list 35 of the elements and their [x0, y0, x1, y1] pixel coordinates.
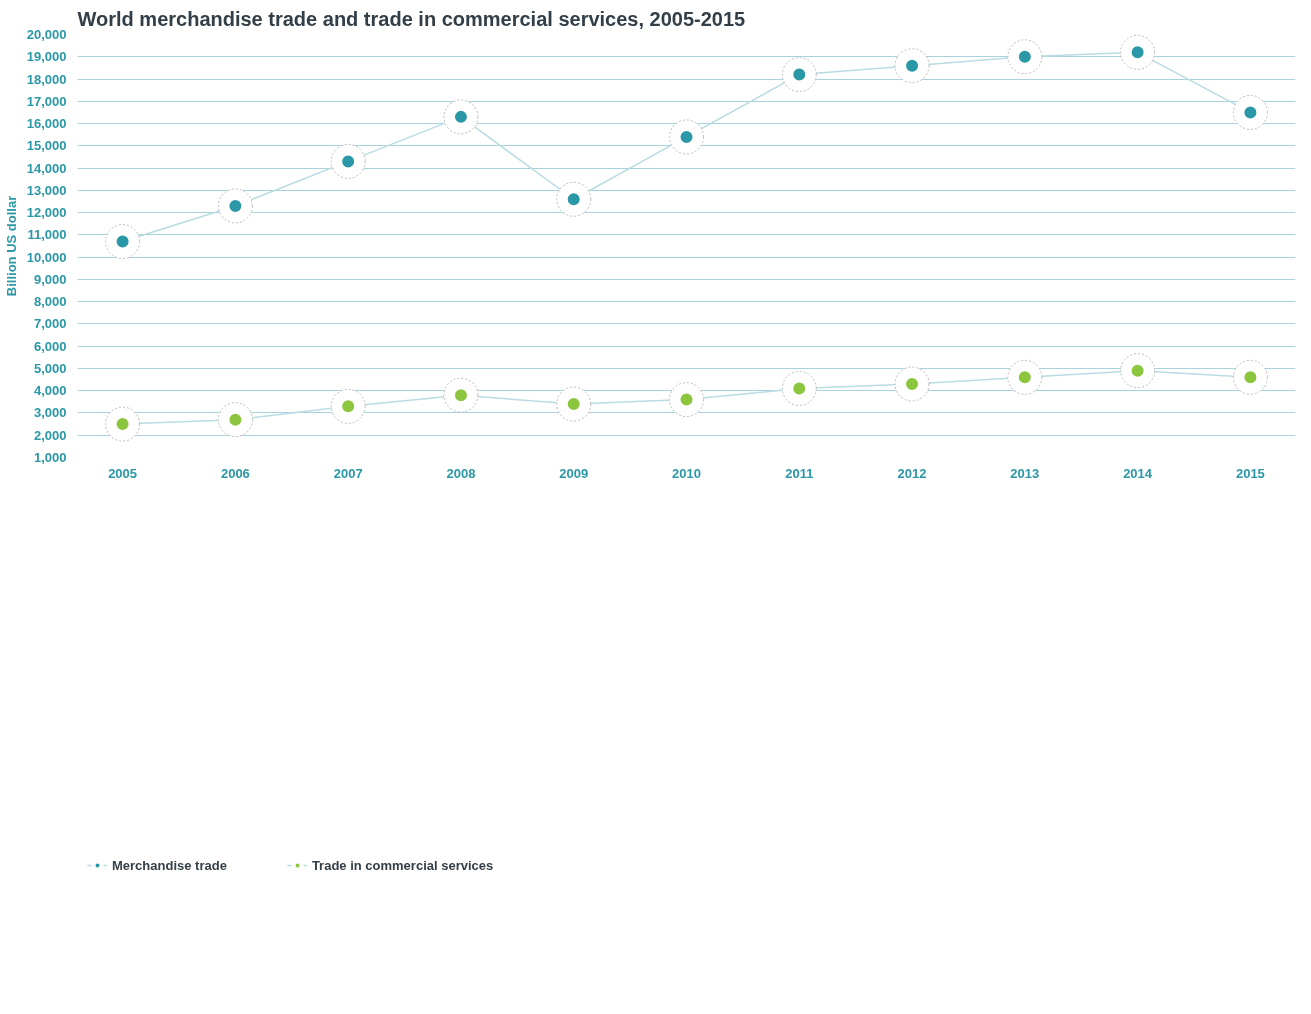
y-tick-label: 17,000	[26, 93, 67, 109]
y-tick-label: 10,000	[26, 249, 67, 265]
x-tick-label: 2009	[559, 465, 589, 481]
y-tick-label: 13,000	[26, 182, 67, 198]
y-tick-label: 20,000	[26, 27, 67, 42]
x-tick-label: 2010	[672, 465, 701, 481]
y-tick-label: 9,000	[33, 271, 67, 287]
y-tick-label: 11,000	[27, 227, 67, 243]
y-tick-label: 4,000	[33, 383, 67, 399]
x-tick-label: 2012	[897, 465, 927, 481]
legend-label: Trade in commercial services	[311, 857, 494, 873]
y-tick-label: 16,000	[26, 116, 67, 132]
legend-label: Merchandise trade	[112, 857, 227, 873]
x-tick-label: 2013	[1010, 465, 1040, 481]
y-tick-label: 1,000	[33, 450, 67, 465]
y-tick-label: 14,000	[26, 160, 67, 176]
y-tick-label: 12,000	[26, 205, 67, 221]
y-tick-label: 15,000	[26, 138, 67, 154]
y-tick-label: 3,000	[33, 405, 67, 421]
y-tick-label: 7,000	[33, 316, 67, 332]
y-tick-label: 6,000	[33, 338, 67, 354]
y-tick-label: 18,000	[26, 71, 67, 87]
y-axis-title: Billion US dollar	[3, 195, 19, 297]
x-tick-label: 2014	[1123, 465, 1153, 481]
x-tick-label: 2008	[446, 465, 476, 481]
y-tick-label: 19,000	[26, 49, 67, 65]
y-tick-label: 5,000	[33, 360, 67, 376]
x-tick-label: 2015	[1235, 465, 1265, 481]
x-tick-label: 2011	[785, 465, 814, 481]
y-tick-label: 8,000	[33, 294, 67, 310]
x-tick-label: 2007	[333, 465, 363, 481]
x-tick-label: 2005	[108, 465, 138, 481]
y-tick-label: 2,000	[33, 427, 67, 443]
x-tick-label: 2006	[220, 465, 250, 481]
chart-title: World merchandise trade and trade in commercial services, 2005-2015	[77, 7, 746, 30]
